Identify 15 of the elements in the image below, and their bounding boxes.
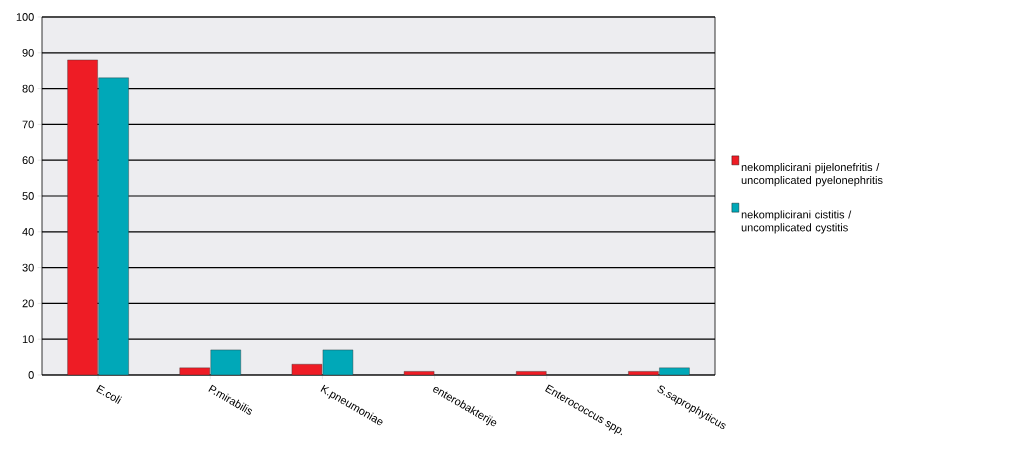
y-tick-label: 90 [22,48,34,57]
y-tick-label: 100 [16,13,34,21]
y-tick-label: 20 [22,299,34,308]
y-tick-label: 40 [22,227,34,236]
y-tick-label: 80 [22,84,34,93]
legend-label: nekomplicirani cistitis / uncomplicated cystitis [741,210,852,234]
bar [516,371,547,375]
bar [403,371,435,375]
y-tick-label: 60 [22,156,34,165]
legend-label: nekomplicirani pijelonefritis / uncomplicated pyelonephritis [741,163,883,187]
y-tick-label: 0 [28,371,34,379]
y-tick-label: 10 [22,335,34,344]
y-tick-label: 50 [22,192,34,200]
y-tick-label: 70 [22,120,34,129]
y-tick-label: 30 [22,263,34,272]
